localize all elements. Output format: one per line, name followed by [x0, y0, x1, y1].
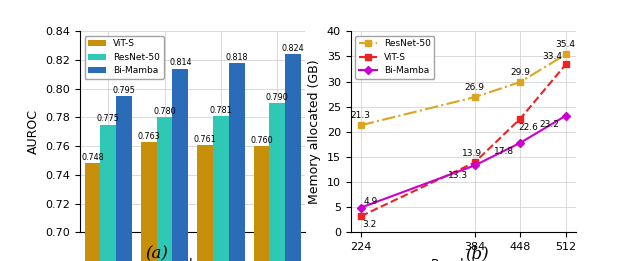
Bar: [269, 103, 285, 261]
Y-axis label: Memory allocated (GB): Memory allocated (GB): [308, 60, 321, 204]
Text: 0.760: 0.760: [250, 136, 273, 145]
Text: 13.9: 13.9: [462, 149, 482, 157]
Text: 0.824: 0.824: [282, 44, 305, 53]
Bar: [116, 96, 132, 261]
Text: 0.780: 0.780: [153, 107, 176, 116]
Bar: [84, 163, 100, 261]
ViT-S: [516, 117, 524, 120]
Text: 33.4: 33.4: [542, 52, 562, 61]
Text: 0.818: 0.818: [225, 53, 248, 62]
ResNet-50: [562, 53, 570, 56]
Legend: ResNet-50, ViT-S, Bi-Mamba: ResNet-50, ViT-S, Bi-Mamba: [355, 36, 435, 79]
Bar: [253, 146, 269, 261]
Text: 3.2: 3.2: [362, 220, 376, 229]
ViT-S: [357, 215, 365, 218]
Text: 26.9: 26.9: [465, 83, 484, 92]
Text: 22.6: 22.6: [518, 123, 538, 132]
Text: 0.795: 0.795: [113, 86, 136, 95]
Bi-Mamba: [562, 114, 570, 117]
ViT-S: [471, 161, 479, 164]
Bi-Mamba: [516, 141, 524, 144]
Bar: [229, 63, 244, 261]
Text: 13.3: 13.3: [448, 171, 468, 180]
ViT-S: [562, 63, 570, 66]
Bar: [285, 54, 301, 261]
Text: 0.790: 0.790: [266, 93, 289, 102]
Bar: [172, 69, 188, 261]
Text: (a): (a): [145, 245, 168, 261]
Line: Bi-Mamba: Bi-Mamba: [358, 112, 569, 211]
Text: 0.781: 0.781: [209, 106, 232, 115]
Y-axis label: AUROC: AUROC: [27, 109, 40, 154]
ResNet-50: [516, 80, 524, 84]
Line: ResNet-50: ResNet-50: [358, 51, 569, 128]
Text: 4.9: 4.9: [364, 197, 378, 205]
Text: 0.763: 0.763: [138, 132, 160, 141]
X-axis label: Resolution: Resolution: [160, 258, 225, 261]
Text: 29.9: 29.9: [510, 68, 530, 77]
Text: 0.814: 0.814: [169, 58, 191, 68]
Text: 21.3: 21.3: [351, 111, 371, 120]
Legend: ViT-S, ResNet-50, Bi-Mamba: ViT-S, ResNet-50, Bi-Mamba: [84, 36, 164, 79]
Text: 0.748: 0.748: [81, 153, 104, 162]
Text: (b): (b): [465, 245, 488, 261]
Bi-Mamba: [471, 164, 479, 167]
Bar: [213, 116, 229, 261]
Text: 17.8: 17.8: [493, 147, 514, 156]
Line: ViT-S: ViT-S: [358, 61, 569, 219]
X-axis label: Resolution: Resolution: [431, 258, 496, 261]
Bar: [100, 124, 116, 261]
ResNet-50: [357, 124, 365, 127]
Bar: [141, 142, 157, 261]
Text: 23.2: 23.2: [539, 120, 559, 129]
Text: 0.761: 0.761: [194, 135, 216, 144]
ResNet-50: [471, 96, 479, 99]
Bar: [197, 145, 213, 261]
Text: 35.4: 35.4: [556, 40, 576, 50]
Bar: [157, 117, 172, 261]
Bi-Mamba: [357, 206, 365, 209]
Text: 0.775: 0.775: [97, 115, 120, 123]
